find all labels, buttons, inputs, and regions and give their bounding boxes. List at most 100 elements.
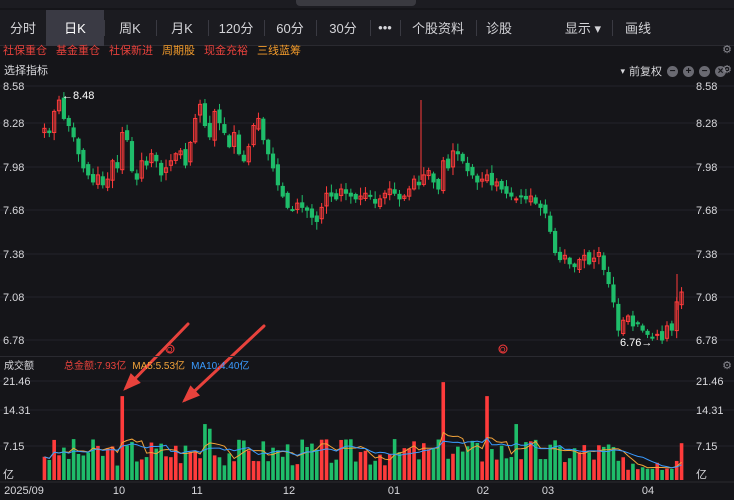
volume-bar-16 [120, 396, 125, 480]
candle-body-89 [475, 175, 480, 183]
price-label-right-5: 7.08 [696, 292, 717, 304]
volume-bar-8 [81, 455, 86, 480]
volume-bar-100 [528, 441, 533, 480]
candle-body-115 [601, 255, 606, 270]
volume-bar-104 [548, 444, 553, 480]
volume-bar-119 [621, 457, 626, 480]
candle-body-62 [343, 189, 349, 194]
annotation-arrowhead-2 [182, 385, 201, 403]
tab-9[interactable]: 诊股 [476, 10, 522, 46]
candle-body-88 [470, 166, 475, 176]
vol-label-right-1: 14.31 [696, 405, 724, 417]
volume-bar-105 [553, 440, 557, 480]
tab-2[interactable]: 周K [104, 10, 156, 46]
candle-body-35 [212, 110, 217, 141]
zoom-out-icon[interactable]: − [667, 65, 678, 77]
candle-body-66 [363, 192, 368, 200]
chevron-down-icon[interactable]: ▾ [620, 65, 625, 76]
candle-body-46 [266, 139, 271, 155]
candle-body-16 [120, 132, 125, 171]
vol-label-left-2: 7.15 [3, 441, 24, 453]
volume-bar-118 [616, 460, 621, 480]
candle-body-103 [543, 204, 548, 214]
tab-3[interactable]: 月K [156, 10, 208, 46]
price-label-right-1: 8.28 [696, 118, 717, 130]
volume-bar-58 [324, 439, 329, 480]
candle-body-106 [557, 251, 563, 261]
candle-body-98 [518, 195, 524, 198]
x-axis-label-0: 2025/09 [4, 485, 44, 497]
candle-body-36 [217, 109, 222, 124]
candle-body-30 [188, 141, 193, 163]
candle-body-26 [168, 160, 173, 166]
minimize-icon[interactable]: − [699, 65, 710, 77]
gear-icon[interactable]: ⚙ [722, 44, 732, 56]
tab-8[interactable]: 个股资料 [400, 10, 476, 46]
tab-6[interactable]: 30分 [316, 10, 370, 46]
volume-bar-70 [383, 465, 387, 480]
tab-0[interactable]: 分时 [9, 21, 36, 36]
volume-bar-90 [480, 461, 484, 480]
tag-5[interactable]: 三线蓝筹 [257, 45, 301, 57]
candle-body-42 [246, 146, 251, 163]
candle-body-58 [324, 192, 329, 207]
volume-bar-26 [169, 457, 173, 480]
tab-10[interactable]: 显示 ▾ [564, 21, 602, 36]
candle-body-122 [635, 322, 640, 325]
candle-body-50 [285, 192, 290, 208]
candle-body-41 [241, 154, 246, 162]
candle-body-92 [489, 172, 494, 186]
volume-bar-12 [100, 455, 105, 480]
candle-body-97 [514, 198, 519, 201]
event-marker-2 [498, 344, 508, 354]
event-marker-2-label: Q [500, 347, 506, 354]
tab-11[interactable]: 画线 [612, 10, 664, 46]
candle-body-55 [309, 208, 315, 218]
candle-body-118 [616, 303, 621, 331]
gear-icon-indicator[interactable]: ⚙ [722, 64, 732, 76]
close-icon[interactable]: × [715, 65, 726, 77]
volume-bar-62 [344, 439, 348, 480]
candle-body-27 [173, 153, 178, 161]
volume-bar-7 [76, 453, 81, 480]
candle-body-51 [290, 209, 295, 212]
candle-body-14 [110, 160, 115, 181]
x-axis-label-3: 12 [283, 485, 295, 497]
candle-body-71 [387, 188, 392, 196]
volume-bar-51 [290, 465, 295, 480]
volume-bar-111 [582, 445, 587, 480]
tab-5[interactable]: 60分 [264, 10, 316, 46]
volume-bar-42 [246, 450, 251, 480]
zoom-in-icon[interactable]: + [683, 65, 694, 77]
tab-1[interactable]: 日K [46, 9, 104, 46]
select-indicator-label[interactable]: 选择指标 [4, 65, 48, 77]
price-label-left-6: 6.78 [3, 335, 24, 347]
tag-4[interactable]: 现金充裕 [204, 45, 248, 57]
tag-1[interactable]: 基金重仓 [56, 45, 100, 57]
volume-bar-102 [538, 459, 543, 480]
price-label-right-0: 8.58 [696, 81, 717, 93]
tag-2[interactable]: 社保新进 [109, 45, 153, 57]
volume-bar-5 [66, 458, 71, 480]
candle-body-125 [650, 336, 655, 339]
volume-bar-75 [407, 448, 412, 480]
candle-body-67 [368, 194, 373, 197]
candle-body-84 [450, 150, 456, 168]
volume-bar-61 [339, 439, 343, 480]
event-marker-1 [165, 344, 175, 354]
volume-title: 成交额 [4, 361, 34, 372]
tab-4[interactable]: 120分 [208, 10, 264, 46]
gear-icon-volume[interactable]: ⚙ [722, 360, 732, 372]
tag-0[interactable]: 社保重仓 [3, 45, 47, 57]
tab-7[interactable]: ••• [370, 10, 400, 46]
tag-3[interactable]: 周期股 [162, 45, 195, 57]
price-label-left-0: 8.58 [3, 81, 24, 93]
volume-bar-130 [674, 460, 679, 480]
candle-body-57 [319, 206, 324, 220]
volume-bar-85 [456, 446, 460, 480]
adjust-mode-label[interactable]: 前复权 [629, 66, 662, 78]
volume-bar-56 [314, 449, 319, 480]
candle-body-112 [587, 252, 592, 265]
price-label-left-2: 7.98 [3, 162, 24, 174]
